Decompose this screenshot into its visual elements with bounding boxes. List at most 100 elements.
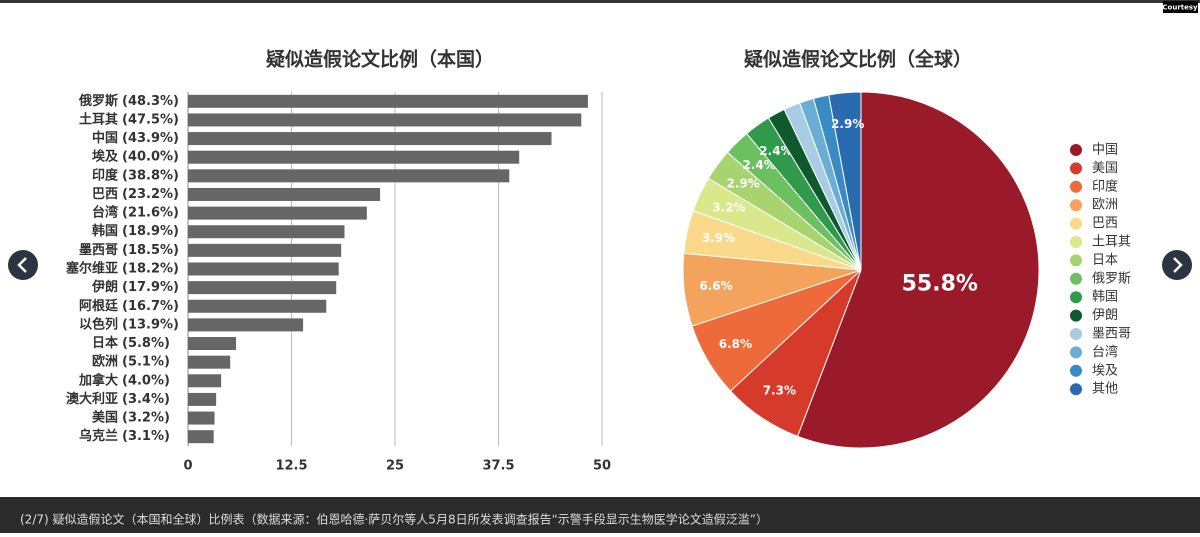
caption: (2/7) 疑似造假论文（本国和全球）比例表（数据来源：伯恩哈德·萨贝尔等人5月…	[20, 512, 768, 527]
legend-label: 土耳其	[1092, 235, 1131, 250]
bar	[188, 113, 582, 127]
category-label: 土耳其	[79, 111, 118, 127]
x-tick-label: 0	[183, 459, 192, 474]
category-label: 埃及	[92, 149, 119, 165]
category-label: 俄罗斯	[78, 93, 118, 109]
value-label: (23.2%)	[122, 187, 179, 202]
category-label: 美国	[92, 410, 118, 426]
category-label: 墨西哥	[79, 242, 118, 258]
bar	[188, 262, 339, 276]
value-label: (48.3%)	[122, 94, 179, 109]
legend-swatch	[1070, 236, 1082, 248]
bar	[188, 187, 381, 201]
bar	[188, 337, 237, 351]
value-label: (3.1%)	[122, 429, 170, 444]
value-label: (16.7%)	[122, 299, 179, 314]
bar	[188, 94, 588, 108]
legend-label: 韩国	[1092, 290, 1118, 305]
bar	[188, 169, 510, 183]
legend-label: 埃及	[1092, 363, 1118, 378]
x-tick-label: 37.5	[482, 459, 514, 474]
category-label: 塞尔维亚	[66, 261, 118, 277]
value-label: (5.1%)	[122, 355, 170, 370]
value-label: 6.6%	[699, 279, 732, 293]
legend-label: 欧洲	[1092, 198, 1118, 213]
legend-label: 日本	[1092, 253, 1118, 268]
legend-label: 台湾	[1092, 344, 1118, 360]
caption-bar	[0, 497, 1200, 533]
legend-label: 巴西	[1092, 216, 1118, 231]
prev-button[interactable]	[8, 250, 38, 280]
charts: 0 12.5 25 37.5 50 俄罗斯 (48.3%) 土耳其 (47.5%) 中国 (43.9…	[66, 91, 1131, 474]
legend-swatch	[1070, 328, 1082, 340]
value-label: (3.4%)	[122, 392, 170, 407]
value-label: 55.8%	[902, 272, 978, 297]
legend-label: 印度	[1092, 178, 1118, 194]
value-label: (18.5%)	[122, 243, 179, 258]
courtesy-box	[1163, 1, 1198, 13]
legend-swatch	[1070, 144, 1082, 156]
chart-title: 疑似造假论文比例（本国）	[266, 48, 494, 71]
category-label: 欧洲	[92, 354, 118, 370]
legend-swatch	[1070, 309, 1082, 322]
value-label: 2.9%	[727, 176, 760, 190]
legend-swatch	[1070, 162, 1082, 175]
legend-label: 墨西哥	[1092, 327, 1131, 342]
category-label: 阿根廷	[79, 298, 119, 314]
top-strip	[0, 0, 1200, 3]
x-tick-label: 25	[386, 459, 404, 474]
value-label: (3.2%)	[122, 411, 170, 426]
category-label: 加拿大	[78, 372, 118, 388]
bar	[188, 281, 337, 295]
bar	[188, 355, 231, 369]
next-button[interactable]	[1162, 250, 1192, 280]
value-label: (38.8%)	[122, 168, 179, 183]
value-label: (47.5%)	[122, 112, 179, 127]
legend-swatch	[1070, 383, 1082, 396]
category-label: 澳大利亚	[66, 391, 118, 407]
category-label: 日本	[92, 335, 118, 351]
category-label: 乌克兰	[79, 428, 118, 444]
category-label: 中国	[92, 130, 118, 146]
bar	[188, 318, 304, 332]
value-label: 7.3%	[763, 383, 796, 397]
category-label: 伊朗	[91, 279, 118, 295]
legend-label: 俄罗斯	[1092, 271, 1131, 286]
category-label: 韩国	[92, 223, 118, 239]
value-label: (4.0%)	[122, 373, 170, 388]
pie-slice	[828, 91, 862, 271]
legend-swatch	[1070, 291, 1082, 304]
category-label: 印度	[92, 167, 119, 183]
bar	[188, 299, 327, 313]
bar	[188, 225, 345, 239]
value-label: (40.0%)	[122, 150, 179, 165]
value-label: (13.9%)	[122, 317, 179, 332]
bar	[188, 374, 222, 388]
value-label: 3.2%	[712, 200, 745, 214]
value-label: (18.9%)	[122, 224, 179, 239]
legend-swatch	[1070, 346, 1082, 359]
legend-swatch	[1070, 180, 1082, 193]
legend-swatch	[1070, 272, 1082, 285]
bar	[188, 150, 520, 164]
bar	[188, 392, 217, 406]
legend-label: 其他	[1092, 382, 1118, 397]
value-label: 2.4%	[759, 144, 792, 158]
value-label: 2.9%	[831, 117, 864, 131]
value-label: 6.8%	[719, 337, 752, 351]
legend-swatch	[1070, 254, 1082, 267]
value-label: (21.6%)	[122, 206, 179, 221]
bar	[188, 243, 342, 257]
legend-label: 中国	[1092, 143, 1118, 158]
category-label: 台湾	[92, 205, 118, 221]
bar	[188, 430, 214, 444]
value-label: (5.8%)	[122, 336, 170, 351]
legend-swatch	[1070, 364, 1082, 377]
bar	[188, 206, 367, 220]
value-label: (18.2%)	[122, 262, 179, 277]
legend-swatch	[1070, 217, 1082, 230]
courtesy: Courtesy	[1162, 4, 1198, 12]
bar	[188, 411, 215, 425]
pie-slice	[796, 91, 1040, 449]
